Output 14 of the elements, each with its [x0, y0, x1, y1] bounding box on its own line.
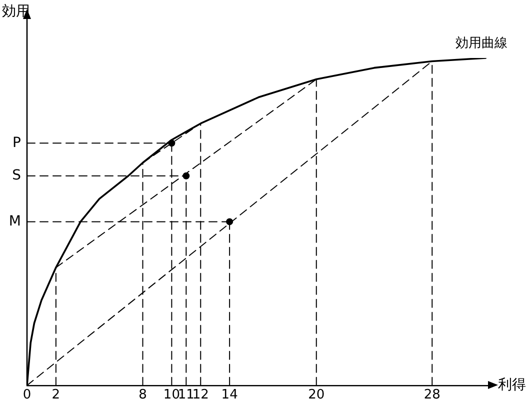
- series-label: S: [12, 168, 22, 184]
- x-tick-label: 2: [52, 388, 60, 403]
- x-tick-label: 12: [192, 388, 209, 403]
- x-tick-label: 28: [424, 388, 440, 403]
- x-axis-title: 利得: [498, 377, 526, 394]
- x-tick-label: 10: [163, 388, 180, 403]
- x-tick-label: 8: [138, 388, 147, 403]
- series-label: P: [12, 134, 21, 151]
- x-tick-label: 14: [221, 388, 238, 403]
- x-tick-label: 11: [178, 388, 194, 403]
- x-tick-label: 0: [22, 388, 32, 403]
- series-label: 効用曲線: [456, 36, 508, 51]
- series-label: M: [8, 213, 21, 230]
- x-tick-label: 20: [308, 388, 325, 403]
